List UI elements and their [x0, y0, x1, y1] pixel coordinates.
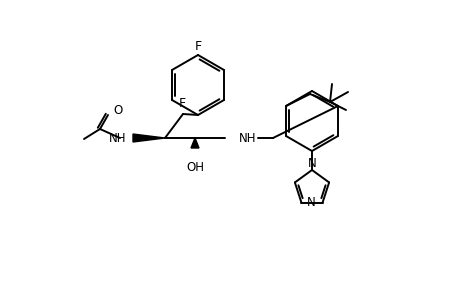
- Text: F: F: [194, 39, 202, 53]
- Text: OH: OH: [186, 161, 204, 174]
- Text: N: N: [307, 196, 316, 209]
- Text: F: F: [178, 96, 186, 110]
- Text: O: O: [113, 103, 122, 117]
- Polygon shape: [191, 138, 199, 148]
- Text: N: N: [308, 156, 316, 170]
- Text: NH: NH: [239, 132, 257, 144]
- Text: NH: NH: [108, 132, 126, 144]
- Polygon shape: [133, 134, 165, 142]
